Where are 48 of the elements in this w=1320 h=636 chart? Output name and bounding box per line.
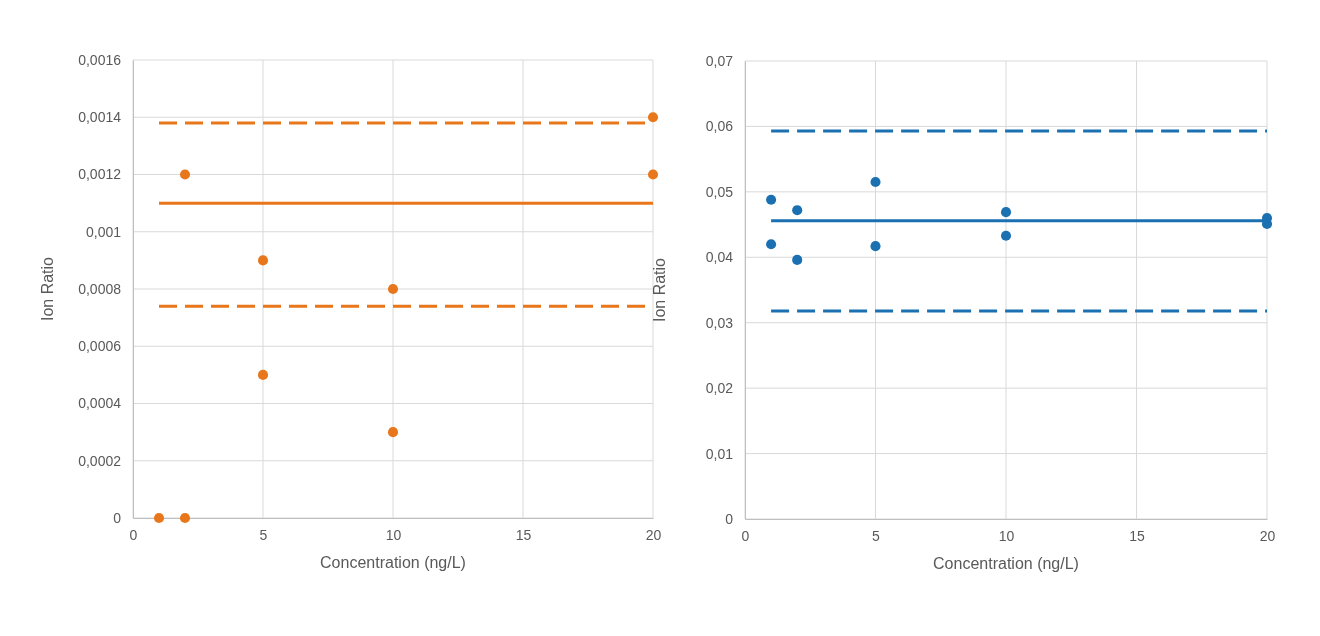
y-tick-label: 0,001 (85, 223, 122, 240)
point (387, 283, 399, 295)
x-tick-label: 20 (1259, 527, 1276, 544)
y-tick-label: 0 (113, 509, 122, 526)
y-axis-title: Ion Ratio (651, 257, 668, 323)
x-tick-label: 20 (645, 526, 662, 543)
x-tick-label: 15 (515, 526, 532, 543)
point (792, 254, 803, 265)
x-tick-label: 5 (872, 527, 881, 544)
y-tick-label: 0,0006 (78, 338, 122, 355)
point (179, 512, 191, 524)
x-tick-label: 10 (998, 527, 1015, 544)
y-tick-label: 0,0008 (78, 280, 122, 297)
y-tick-label: 0,0002 (78, 452, 122, 469)
y-tick-label: 0,05 (705, 183, 734, 200)
point (1000, 230, 1012, 241)
x-axis-title: Concentration (ng/L) (320, 554, 466, 571)
point (647, 169, 659, 180)
y-tick-label: 0,07 (705, 52, 734, 69)
x-tick-label: 15 (1129, 527, 1145, 544)
point (179, 169, 191, 180)
y-tick-label: 0,0004 (78, 395, 122, 412)
point (1000, 207, 1012, 218)
point (766, 194, 777, 205)
point (153, 512, 165, 524)
y-tick-label: 0,04 (705, 249, 734, 266)
point (870, 177, 881, 188)
x-axis-title: Concentration (ng/L) (933, 555, 1079, 572)
point (257, 255, 269, 266)
y-tick-label: 0,0014 (78, 109, 122, 126)
point (870, 241, 881, 252)
y-tick-label: 0,0016 (78, 51, 122, 68)
x-tick-label: 10 (385, 526, 402, 543)
y-tick-label: 0,06 (705, 118, 734, 135)
x-tick-label: 0 (741, 527, 750, 544)
y-tick-label: 0 (725, 510, 734, 527)
x-tick-label: 0 (129, 526, 138, 543)
x-tick-label: 5 (259, 526, 268, 543)
y-axis-title: Ion Ratio (39, 256, 56, 322)
y-tick-label: 0,02 (705, 380, 734, 397)
point (257, 369, 269, 380)
y-tick-label: 0,03 (705, 314, 734, 331)
point (766, 239, 777, 250)
y-tick-label: 0,01 (705, 445, 734, 462)
point (387, 427, 399, 438)
point (647, 112, 659, 123)
y-tick-label: 0,0012 (78, 166, 122, 183)
point (792, 205, 803, 216)
